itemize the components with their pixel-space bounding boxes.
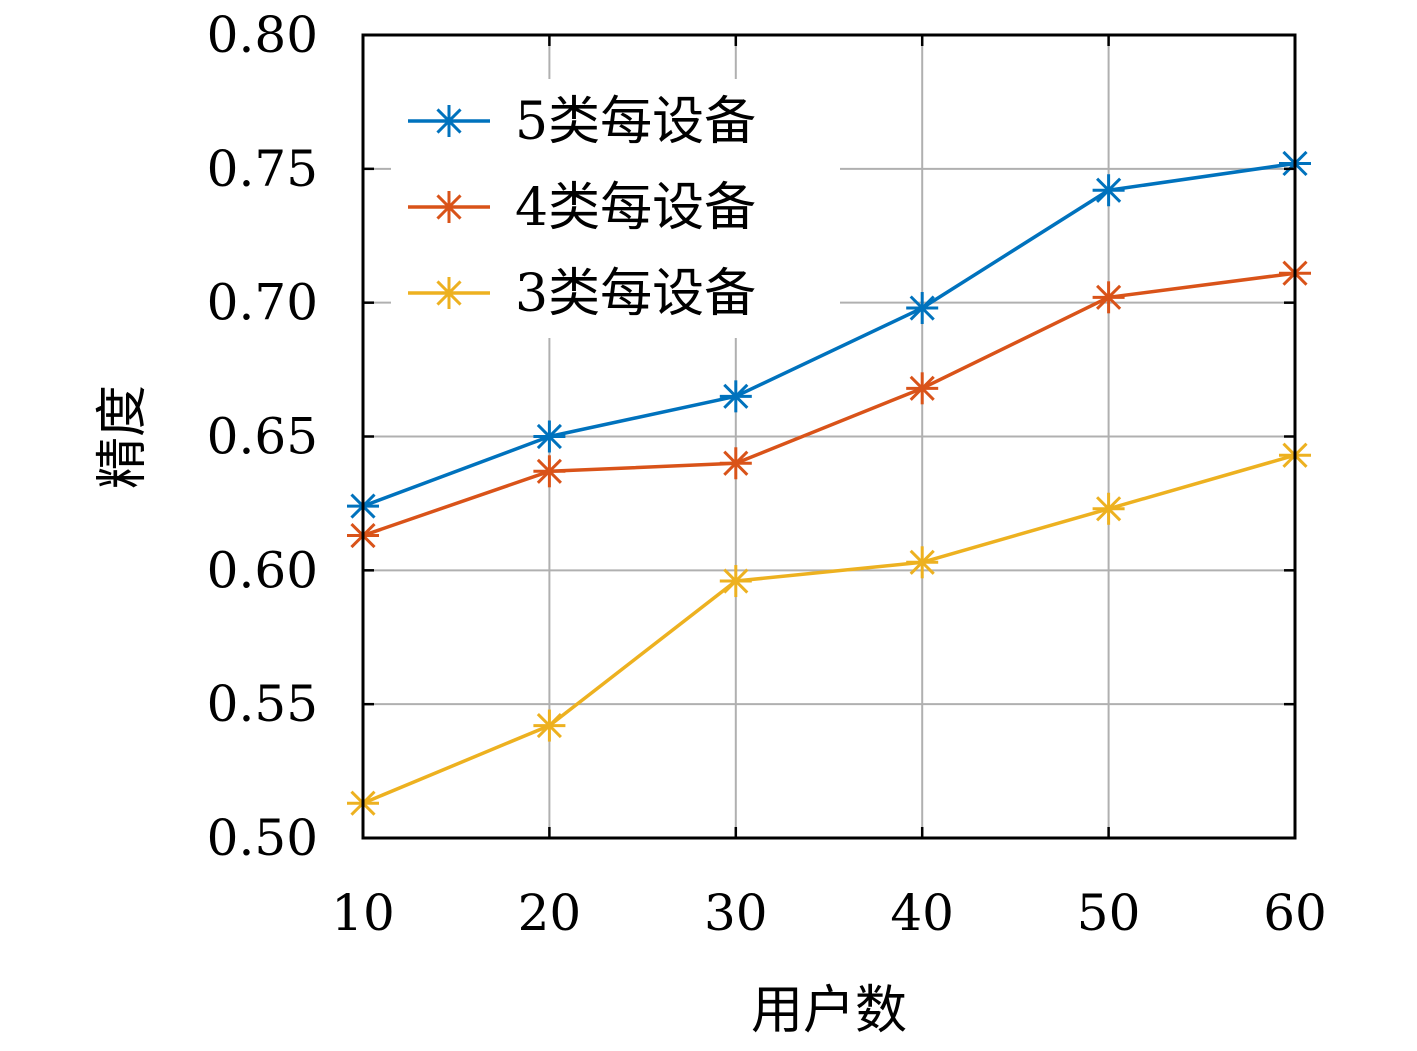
y-tick-label: 0.55 [207, 675, 318, 733]
y-tick-label: 0.60 [207, 541, 318, 599]
series-line-3 [362, 453, 1296, 805]
x-axis-title: 用户数 [751, 981, 907, 1041]
data-point [906, 372, 939, 405]
x-tick-label: 30 [704, 884, 768, 942]
y-tick-label: 0.75 [207, 140, 318, 198]
y-tick-label: 0.70 [207, 274, 318, 332]
data-point [906, 546, 939, 579]
x-tick-label: 50 [1077, 884, 1141, 942]
legend-label: 4类每设备 [515, 178, 756, 238]
x-tick-label: 60 [1263, 884, 1327, 942]
y-tick-label: 0.65 [207, 408, 318, 466]
legend-label: 5类每设备 [515, 92, 756, 152]
data-point [719, 447, 752, 480]
legend-marker [433, 277, 465, 309]
x-tick-label: 20 [518, 884, 582, 942]
data-point [1092, 492, 1125, 525]
data-point [719, 380, 752, 413]
legend: 5类每设备 4类每设备 3类每设备 [391, 79, 840, 338]
axis-ticks: 10 20 30 40 50 60 0.50 0.55 0.60 0.65 0.70 0.75 0.80 [207, 6, 1327, 942]
data-point [1092, 281, 1125, 314]
y-axis-title: 精度 [93, 385, 153, 489]
data-point [533, 455, 566, 488]
y-tick-label: 0.50 [207, 809, 318, 867]
data-point [719, 565, 752, 598]
x-tick-label: 10 [331, 884, 395, 942]
y-tick-label: 0.80 [207, 6, 318, 64]
x-tick-label: 40 [890, 884, 954, 942]
series-line-2 [362, 271, 1296, 538]
data-point [1092, 174, 1125, 207]
legend-marker [433, 105, 465, 137]
legend-marker [433, 191, 465, 223]
legend-label: 3类每设备 [515, 264, 756, 324]
data-point [906, 292, 939, 325]
data-point [533, 420, 566, 453]
data-point [533, 709, 566, 742]
series-line-1 [362, 161, 1296, 508]
